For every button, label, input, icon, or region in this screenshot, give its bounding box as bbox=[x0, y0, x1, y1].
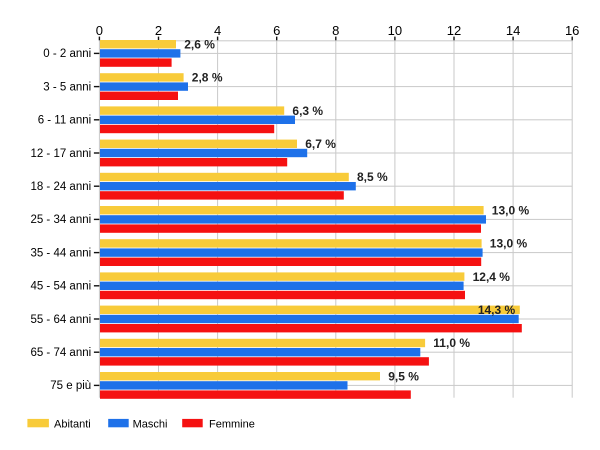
svg-text:75 e più: 75 e più bbox=[50, 380, 91, 392]
svg-text:13,0 %: 13,0 % bbox=[492, 203, 530, 217]
svg-text:4: 4 bbox=[214, 23, 221, 38]
svg-text:11,0 %: 11,0 % bbox=[433, 336, 470, 350]
svg-text:9,5 %: 9,5 % bbox=[388, 369, 419, 383]
svg-text:13,0 %: 13,0 % bbox=[490, 237, 528, 251]
svg-text:Abitanti: Abitanti bbox=[54, 419, 91, 431]
svg-text:16: 16 bbox=[565, 23, 579, 38]
svg-text:0 - 2 anni: 0 - 2 anni bbox=[43, 48, 91, 60]
svg-text:8,5 %: 8,5 % bbox=[357, 170, 388, 184]
svg-text:10: 10 bbox=[388, 23, 402, 38]
svg-text:14: 14 bbox=[506, 23, 520, 38]
svg-text:3 - 5 anni: 3 - 5 anni bbox=[43, 81, 91, 93]
svg-text:12,4 %: 12,4 % bbox=[473, 270, 511, 284]
svg-text:65 - 74 anni: 65 - 74 anni bbox=[30, 347, 91, 359]
svg-text:12 - 17 anni: 12 - 17 anni bbox=[30, 148, 91, 160]
svg-text:2: 2 bbox=[155, 23, 162, 38]
svg-text:12: 12 bbox=[447, 23, 461, 38]
svg-text:Maschi: Maschi bbox=[133, 419, 168, 431]
svg-text:8: 8 bbox=[332, 23, 339, 38]
svg-text:Femmine: Femmine bbox=[209, 419, 255, 431]
svg-text:45 - 54 anni: 45 - 54 anni bbox=[30, 281, 91, 293]
svg-text:25 - 34 anni: 25 - 34 anni bbox=[30, 214, 91, 226]
svg-text:35 - 44 anni: 35 - 44 anni bbox=[30, 247, 91, 259]
svg-text:6: 6 bbox=[273, 23, 280, 38]
svg-text:6,3 %: 6,3 % bbox=[292, 104, 323, 118]
svg-text:14,3 %: 14,3 % bbox=[478, 303, 516, 317]
svg-text:2,6 %: 2,6 % bbox=[184, 37, 215, 51]
svg-text:2,8 %: 2,8 % bbox=[192, 71, 223, 85]
svg-text:0: 0 bbox=[96, 23, 103, 38]
svg-text:6,7 %: 6,7 % bbox=[305, 137, 336, 151]
svg-text:6 - 11 anni: 6 - 11 anni bbox=[38, 115, 92, 127]
svg-text:55 - 64 anni: 55 - 64 anni bbox=[30, 314, 91, 326]
svg-text:18 - 24 anni: 18 - 24 anni bbox=[30, 181, 91, 193]
